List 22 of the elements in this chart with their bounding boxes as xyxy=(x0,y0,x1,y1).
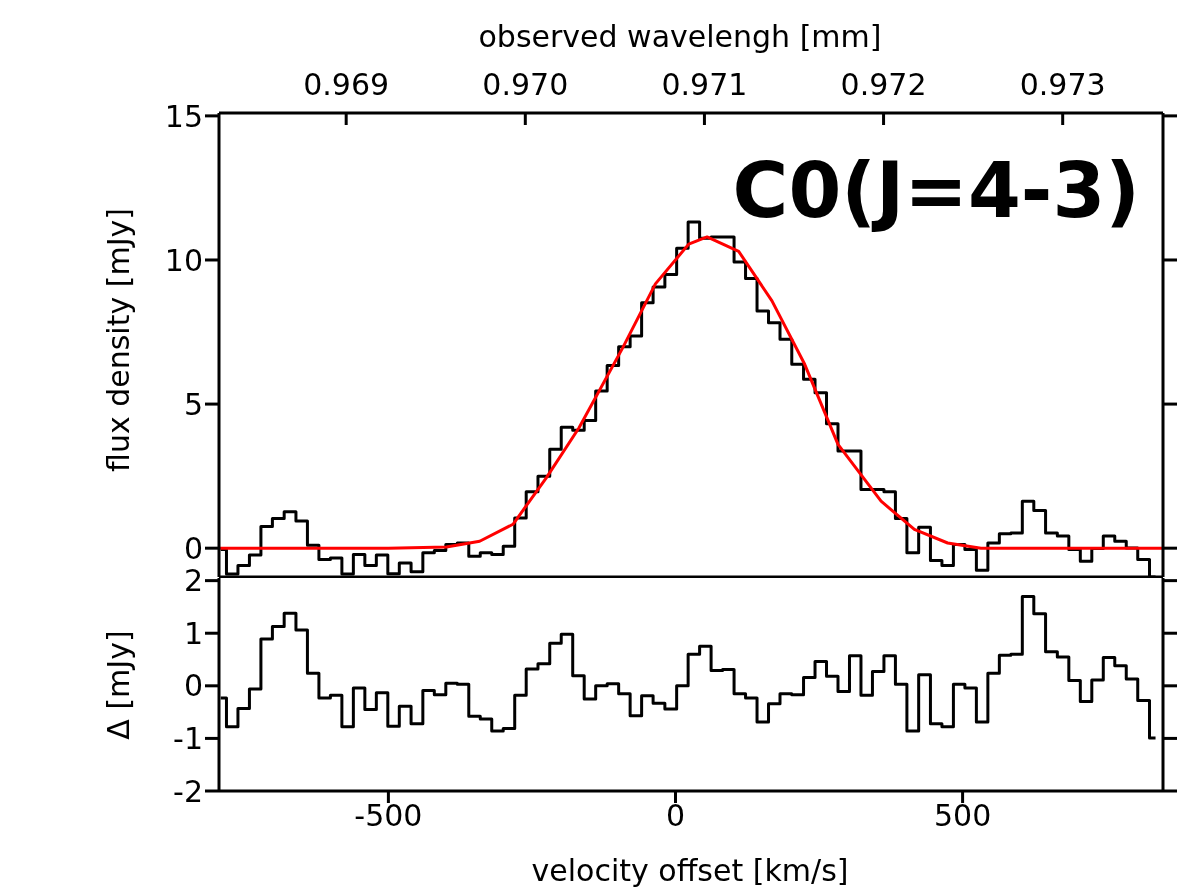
y-axis-title: flux density [mJy] xyxy=(100,208,136,472)
x2-tick-label: 0.969 xyxy=(303,67,390,102)
y-axis-title: Δ [mJy] xyxy=(100,630,136,740)
y-tick-label: 1 xyxy=(183,615,203,651)
y-tick-label: 10 xyxy=(164,242,203,278)
x2-tick-label: 0.972 xyxy=(840,67,927,102)
y-tick-label: 0 xyxy=(183,530,203,566)
x2-tick-label: 0.973 xyxy=(1019,67,1106,102)
y-tick-label: 5 xyxy=(183,386,203,422)
x2-axis-title: observed wavelengh [mm] xyxy=(478,18,882,54)
annotation: C0(J=4-3) xyxy=(732,145,1140,235)
y-tick-label: -2 xyxy=(173,773,203,809)
x-tick-label: 500 xyxy=(933,798,992,834)
y-tick-label: 2 xyxy=(183,563,203,599)
y-tick-label: -1 xyxy=(173,721,203,757)
x2-tick-label: 0.971 xyxy=(661,67,748,102)
x-tick-label: -500 xyxy=(354,798,423,834)
y-tick-label: 15 xyxy=(164,98,203,134)
x-tick-label: 0 xyxy=(665,798,686,834)
y-tick-label: 0 xyxy=(183,668,203,704)
x2-tick-label: 0.970 xyxy=(482,67,569,102)
x-axis-title: velocity offset [km/s] xyxy=(531,852,849,888)
